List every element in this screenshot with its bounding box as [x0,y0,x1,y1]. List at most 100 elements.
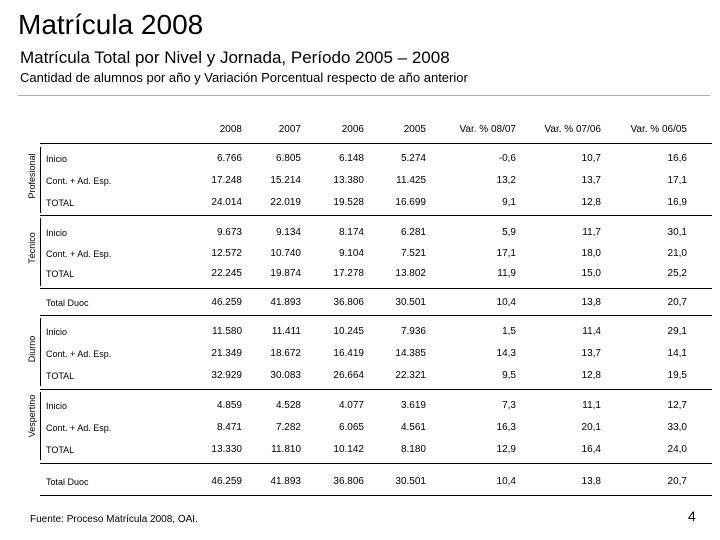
table-cell: 12,9 [496,444,516,455]
table-cell: 4.528 [275,400,301,411]
table-cell: 9,1 [502,197,516,208]
table-cell: 30,1 [667,227,687,238]
row-label: Total Duoc [46,298,89,308]
table-cell: 15,0 [581,268,601,279]
table-cell: 11,7 [582,227,601,238]
col-header-var-06-05: Var. % 06/05 [630,124,687,135]
table-cell: 10.740 [270,248,301,259]
table-cell: 8.180 [400,444,426,455]
table-row: Cont. + Ad. Esp. 17.248 15.214 13.380 11.425… [40,170,712,192]
table-cell: 41.893 [270,297,301,308]
table-row: Inicio 6.766 6.805 6.148 5.274 -0,6 10,7 16,6 [40,148,712,170]
table-row: Inicio 4.859 4.528 4.077 3.619 7,3 11,1 12,7 [40,395,712,417]
table-cell: 33,0 [667,422,687,433]
row-label: Inicio [46,154,68,164]
table-cell: 14,1 [667,348,687,359]
row-label: Cont. + Ad. Esp. [46,423,112,433]
page-number: 4 [688,508,696,524]
row-label: Cont. + Ad. Esp. [46,249,112,259]
table-row: Inicio 9.673 9.134 8.174 6.281 5,9 11,7 30,1 [40,222,712,244]
table-row: Cont. + Ad. Esp. 21.349 18.672 16.419 14.385… [40,343,712,365]
table-cell: 13.330 [211,444,242,455]
table-cell: 26.664 [333,370,364,381]
table-cell: 6.148 [338,153,364,164]
table-cell: 6.766 [216,153,242,164]
table-cell: 30.083 [270,370,301,381]
table-cell: 21,0 [667,248,687,259]
table-cell: 20,7 [667,476,687,487]
table-cell: 32.929 [211,370,242,381]
group-label-profesional: Profesional [27,153,37,199]
row-divider [40,315,712,316]
table-cell: 4.077 [338,400,364,411]
table-cell: 17,1 [496,248,516,259]
table-cell: 14.385 [395,348,426,359]
table-cell: 10,7 [581,153,601,164]
row-label: TOTAL [46,371,75,381]
group-bracket-profesional [40,147,41,213]
table-cell: 9.104 [338,248,364,259]
table-cell: 7.521 [400,248,426,259]
table-cell: 8.174 [338,227,364,238]
table-cell: 14,3 [496,348,516,359]
table-cell: 10,4 [496,297,516,308]
table-row: TOTAL 22.245 19.874 17.278 13.802 11,9 15,0 25,… [40,263,712,285]
table-cell: 21.349 [211,348,242,359]
table-cell: 3.619 [400,400,426,411]
row-label: TOTAL [46,198,75,208]
table-cell: 46.259 [211,297,242,308]
row-divider [40,389,712,390]
col-header-var-07-06: Var. % 07/06 [544,124,601,135]
table-cell: 11.580 [212,326,242,337]
table-bottom-divider [40,495,712,496]
table-cell: 19.528 [333,197,364,208]
table-cell: 16,9 [667,197,687,208]
source-note: Fuente: Proceso Matrícula 2008, OAI. [30,514,198,525]
table-row: Cont. + Ad. Esp. 12.572 10.740 9.104 7.521 17… [40,243,712,265]
col-header-var-08-07: Var. % 08/07 [459,124,516,135]
table-cell: 5,9 [502,227,516,238]
table-cell: 6.065 [338,422,364,433]
table-cell: 16,4 [581,444,601,455]
table-cell: 41.893 [270,476,301,487]
table-row: TOTAL 13.330 11.810 10.142 8.180 12,9 16,4 24,0 [40,439,712,461]
row-label: Inicio [46,401,68,411]
table-cell: 10.245 [333,326,364,337]
table-cell: 20,7 [667,297,687,308]
table-cell: 36.806 [333,476,364,487]
table-subtitle: Matrícula Total por Nivel y Jornada, Per… [20,48,450,67]
table-cell: 7.936 [400,326,426,337]
group-bracket-tecnico [40,218,41,286]
table-cell: 13,7 [581,175,601,186]
table-cell: 4.859 [216,400,242,411]
title-divider [18,95,710,96]
row-label: TOTAL [46,269,75,279]
table-cell: 20,1 [581,422,601,433]
table-cell: 10.142 [333,444,364,455]
table-cell: 12,8 [581,370,601,381]
table-cell: 11,4 [582,326,601,337]
table-cell: 6.805 [275,153,301,164]
table-row: TOTAL 32.929 30.083 26.664 22.321 9,5 12,8 19,5 [40,365,712,387]
table-row: TOTAL 24.014 22.019 19.528 16.699 9,1 12,8 16,9 [40,192,712,214]
header-divider [40,143,712,144]
row-label: Cont. + Ad. Esp. [46,176,112,186]
table-cell: 9.134 [275,227,301,238]
group-bracket-vespertino [40,392,41,460]
table-cell: 16.699 [395,197,426,208]
table-cell: 7,3 [502,400,516,411]
table-cell: 18.672 [270,348,301,359]
table-cell: 30.501 [395,476,426,487]
table-cell: 11.810 [271,444,301,455]
table-cell: 12.572 [211,248,242,259]
row-label: Total Duoc [46,477,89,487]
group-label-tecnico: Técnico [27,232,37,264]
table-cell: 13,7 [581,348,601,359]
table-cell: 5.274 [400,153,426,164]
table-cell: 12,8 [581,197,601,208]
table-cell: 17,1 [667,175,687,186]
table-cell: 13.380 [333,175,364,186]
table-cell: 24.014 [211,197,242,208]
table-cell: 13,2 [496,175,516,186]
table-cell: 19.874 [270,268,301,279]
